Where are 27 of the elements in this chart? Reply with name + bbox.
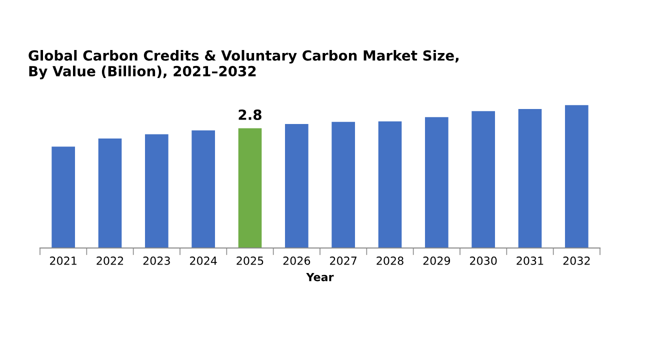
bar (52, 146, 75, 248)
x-tick-label: 2026 (283, 256, 310, 265)
bar (192, 130, 215, 248)
bar (285, 124, 308, 248)
x-tick-label: 2025 (236, 256, 264, 265)
bar (378, 121, 402, 248)
bar (332, 122, 355, 248)
bar (472, 111, 495, 248)
chart-title: Global Carbon Credits & Voluntary Carbon Market Size, By Value (Billion), 2021–2032 (28, 50, 458, 80)
bar (98, 138, 122, 248)
x-tick-label: 2027 (330, 256, 357, 265)
x-tick-label: 2023 (143, 256, 170, 265)
x-tick-label: 2032 (563, 256, 590, 265)
x-tick-label: 2022 (96, 256, 124, 265)
x-tick-label: 2021 (50, 256, 76, 265)
bar (425, 117, 448, 248)
bar (238, 128, 262, 248)
x-axis-title: Year (306, 272, 334, 282)
bar (518, 108, 542, 248)
x-tick-label: 2031 (516, 256, 544, 265)
x-tick-label: 2029 (423, 256, 450, 265)
data-label: 2.8 (238, 109, 262, 120)
bar (565, 105, 588, 248)
x-tick-label: 2024 (190, 256, 217, 265)
x-tick-label: 2028 (376, 256, 404, 265)
bar (145, 134, 168, 248)
x-tick-label: 2030 (470, 256, 497, 265)
